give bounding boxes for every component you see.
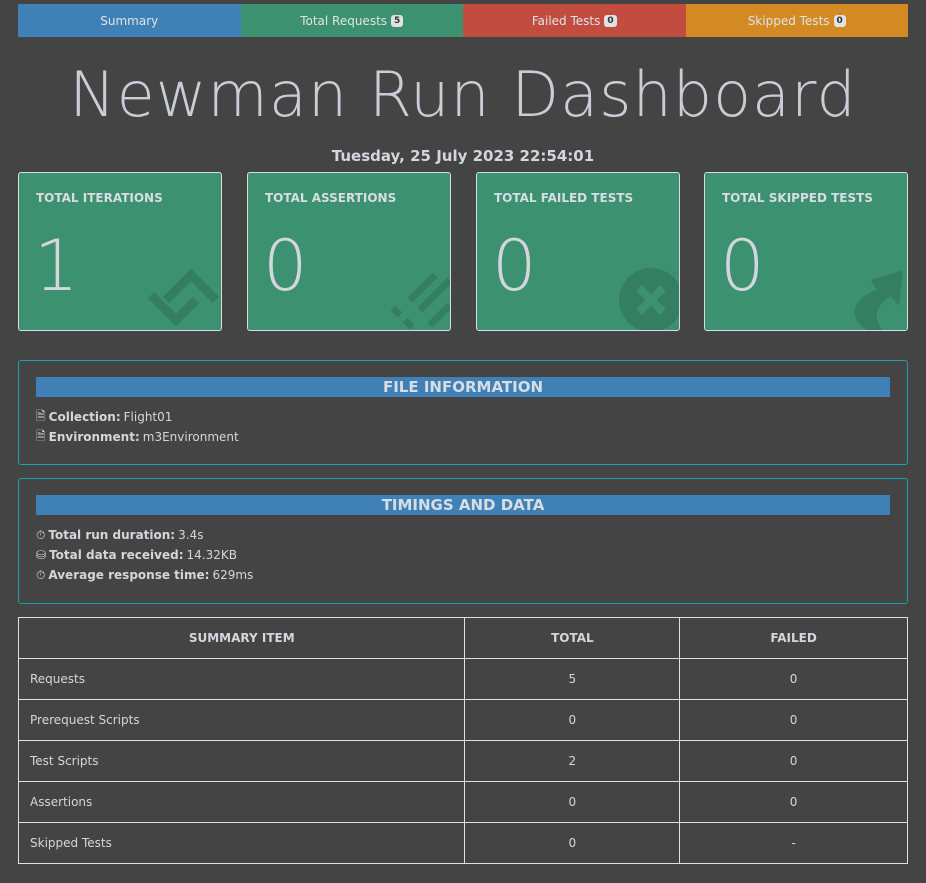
card-total-failed-tests: TOTAL FAILED TESTS 0 bbox=[476, 172, 680, 331]
card-value: 0 bbox=[263, 225, 308, 307]
environment-name: m3Environment bbox=[142, 430, 239, 444]
cell: Requests bbox=[17, 658, 466, 700]
cell: 5 bbox=[464, 658, 681, 700]
field-label: Total data received: bbox=[49, 548, 184, 562]
column-header: FAILED bbox=[679, 617, 908, 659]
count-badge: 0 bbox=[833, 14, 846, 27]
tab-summary[interactable]: Summary bbox=[18, 4, 241, 37]
card-total-assertions: TOTAL ASSERTIONS 0 bbox=[247, 172, 451, 331]
section-heading: TIMINGS AND DATA bbox=[36, 495, 890, 515]
tab-failed-tests[interactable]: Failed Tests 0 bbox=[463, 4, 686, 37]
environment-row: 🗎 Environment: m3Environment bbox=[36, 427, 907, 447]
cell: - bbox=[679, 822, 908, 864]
card-value: 1 bbox=[34, 225, 79, 307]
section-heading: FILE INFORMATION bbox=[36, 377, 890, 397]
tab-label: Total Requests bbox=[300, 13, 388, 28]
file-information-panel: FILE INFORMATION 🗎 Collection: Flight01 🗎 E… bbox=[18, 360, 908, 465]
duration-value: 3.4s bbox=[178, 528, 204, 542]
times-circle-icon bbox=[619, 268, 679, 330]
collection-name: Flight01 bbox=[123, 410, 173, 424]
data-received-row: ⛁ Total data received: 14.32KB bbox=[36, 545, 907, 565]
column-header: SUMMARY ITEM bbox=[17, 617, 466, 659]
data-value: 14.32KB bbox=[186, 548, 237, 562]
card-label: TOTAL FAILED TESTS bbox=[494, 191, 634, 205]
file-code-icon: 🗎 bbox=[36, 408, 46, 423]
card-label: TOTAL ITERATIONS bbox=[36, 191, 163, 205]
table-row: Requests 5 0 bbox=[17, 658, 908, 700]
count-badge: 0 bbox=[604, 14, 617, 27]
tab-label: Skipped Tests bbox=[747, 13, 830, 28]
card-total-iterations: TOTAL ITERATIONS 1 bbox=[18, 172, 222, 331]
card-value: 0 bbox=[492, 225, 537, 307]
card-total-skipped-tests: TOTAL SKIPPED TESTS 0 bbox=[704, 172, 908, 331]
card-value: 0 bbox=[720, 225, 765, 307]
count-badge: 5 bbox=[391, 14, 404, 27]
cell: Skipped Tests bbox=[17, 822, 466, 864]
card-label: TOTAL SKIPPED TESTS bbox=[722, 191, 873, 205]
tab-label: Failed Tests bbox=[531, 13, 601, 28]
cell: 0 bbox=[679, 699, 908, 741]
cell: Test Scripts bbox=[17, 740, 466, 782]
card-label: TOTAL ASSERTIONS bbox=[265, 191, 397, 205]
cell: Prerequest Scripts bbox=[17, 699, 466, 741]
stopwatch-icon: ⏱ bbox=[36, 527, 46, 542]
database-icon: ⛁ bbox=[36, 548, 47, 562]
field-label: Collection: bbox=[48, 410, 121, 424]
field-label: Total run duration: bbox=[48, 528, 176, 542]
table-row: Prerequest Scripts 0 0 bbox=[17, 699, 908, 741]
summary-table: SUMMARY ITEM TOTAL FAILED Requests 5 0 Prere… bbox=[17, 617, 908, 864]
avg-response-row: ⏱ Average response time: 629ms bbox=[36, 565, 907, 585]
top-nav: Summary Total Requests 5 Failed Tests 0 Sk… bbox=[18, 4, 908, 37]
table-row: Skipped Tests 0- bbox=[17, 822, 908, 864]
table-row: Assertions 0 0 bbox=[17, 781, 908, 823]
cell: 0 bbox=[679, 781, 908, 823]
tab-label: Summary bbox=[100, 13, 159, 28]
cell: 0 bbox=[464, 781, 681, 823]
stream-icon bbox=[390, 272, 450, 330]
field-label: Environment: bbox=[48, 430, 140, 444]
tab-skipped-tests[interactable]: Skipped Tests 0 bbox=[685, 4, 908, 37]
page-title: Newman Run Dashboard bbox=[69, 58, 857, 131]
cell: 2 bbox=[464, 740, 681, 782]
file-code-icon: 🗎 bbox=[36, 428, 46, 443]
sync-icon bbox=[147, 268, 220, 327]
avg-value: 629ms bbox=[212, 568, 254, 582]
timings-panel: TIMINGS AND DATA ⏱ Total run duration: 3.4… bbox=[18, 478, 908, 604]
cell: 0 bbox=[679, 740, 908, 782]
share-arrow-icon bbox=[854, 270, 903, 330]
cell: Assertions bbox=[17, 781, 466, 823]
table-header: SUMMARY ITEM TOTAL FAILED bbox=[17, 617, 908, 659]
run-date: Tuesday, 25 July 2023 22:54:01 bbox=[331, 147, 595, 165]
column-header: TOTAL bbox=[464, 617, 681, 659]
field-label: Average response time: bbox=[48, 568, 210, 582]
cell: 0 bbox=[464, 822, 681, 864]
cell: 0 bbox=[679, 658, 908, 700]
table-row: Test Scripts 2 0 bbox=[17, 740, 908, 782]
stopwatch-icon: ⏱ bbox=[36, 567, 46, 582]
cell: 0 bbox=[464, 699, 681, 741]
tab-total-requests[interactable]: Total Requests 5 bbox=[240, 4, 463, 37]
collection-row: 🗎 Collection: Flight01 bbox=[36, 407, 907, 427]
duration-row: ⏱ Total run duration: 3.4s bbox=[36, 525, 907, 545]
